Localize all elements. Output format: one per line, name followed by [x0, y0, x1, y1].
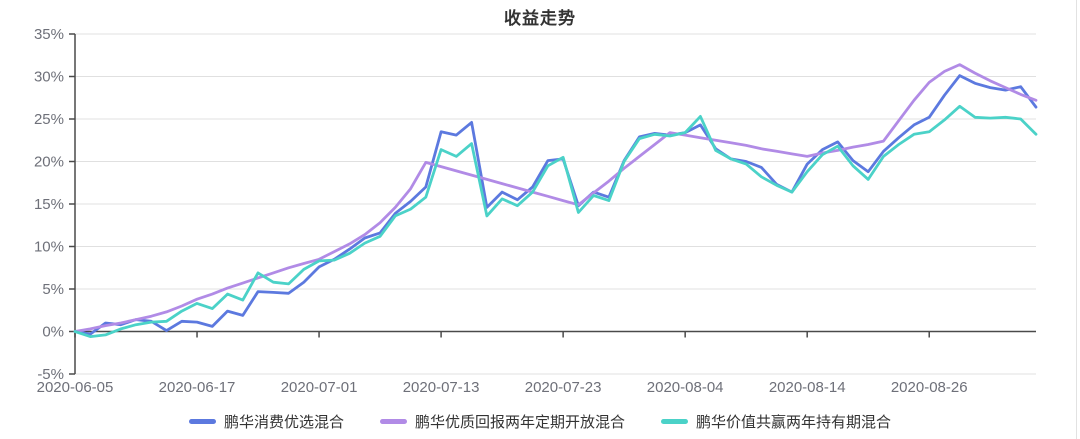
- y-tick-label: 35%: [34, 26, 64, 43]
- legend-label: 鹏华消费优选混合: [223, 414, 344, 431]
- legend-line-marker: [188, 419, 216, 424]
- legend-line-marker: [661, 419, 688, 424]
- x-tick-label: 2020-08-26: [891, 379, 968, 396]
- y-tick-label: 10%: [34, 239, 64, 256]
- x-tick-label: 2020-07-23: [525, 379, 602, 396]
- series-line-2: [73, 104, 1038, 339]
- y-tick-label: 15%: [34, 196, 64, 213]
- y-tick-label: 5%: [42, 281, 64, 298]
- y-tick-label: 25%: [34, 111, 64, 128]
- legend-item-2[interactable]: 鹏华价值共赢两年持有期混合: [661, 411, 891, 432]
- x-tick-label: 2020-08-04: [647, 379, 724, 396]
- panel-right-border: [1076, 0, 1077, 439]
- series-line-1: [73, 63, 1038, 333]
- y-tick-label: -5%: [37, 366, 64, 383]
- series-line-0: [73, 74, 1038, 336]
- legend-line-marker: [379, 419, 407, 424]
- chart-title: 收益走势: [504, 9, 576, 28]
- chart-legend: 鹏华消费优选混合 鹏华优质回报两年定期开放混合 鹏华价值共赢两年持有期混合: [0, 411, 1080, 432]
- x-tick-label: 2020-06-17: [159, 379, 236, 396]
- y-tick-label: 30%: [34, 69, 64, 86]
- x-tick-label: 2020-07-13: [403, 379, 480, 396]
- y-tick-label: 0%: [42, 324, 64, 341]
- x-tick-label: 2020-07-01: [281, 379, 358, 396]
- legend-item-0[interactable]: 鹏华消费优选混合: [188, 411, 344, 432]
- x-tick-label: 2020-06-05: [37, 379, 114, 396]
- legend-label: 鹏华价值共赢两年持有期混合: [696, 414, 892, 431]
- x-tick-label: 2020-08-14: [769, 379, 846, 396]
- y-tick-label: 20%: [34, 154, 64, 171]
- legend-label: 鹏华优质回报两年定期开放混合: [414, 414, 625, 431]
- legend-item-1[interactable]: 鹏华优质回报两年定期开放混合: [379, 411, 625, 432]
